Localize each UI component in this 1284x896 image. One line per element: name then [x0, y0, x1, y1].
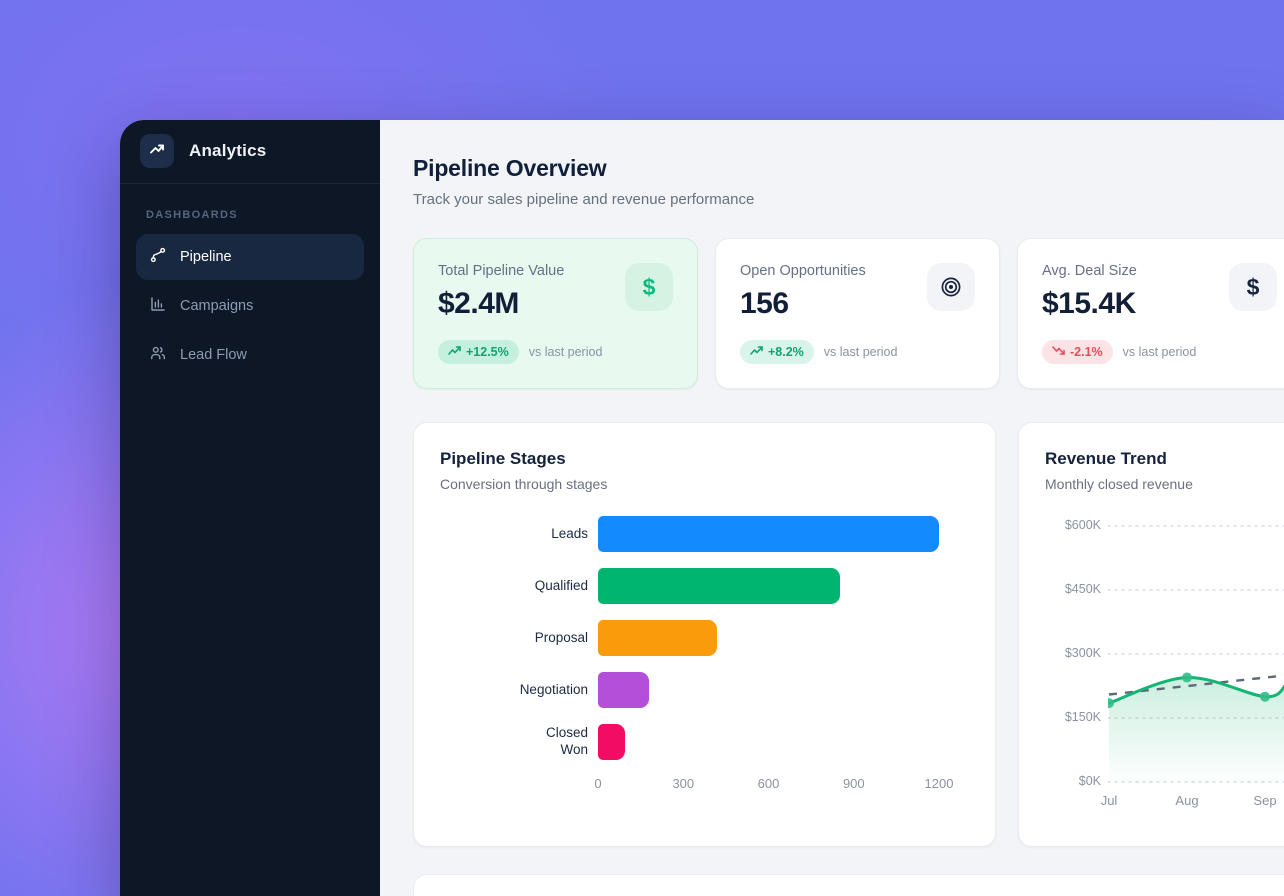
change-badge: +8.2% [740, 340, 814, 364]
y-axis-tick: $600K [1064, 518, 1101, 532]
bar-track [598, 672, 950, 708]
data-point [1182, 672, 1192, 683]
bar-track [598, 568, 950, 604]
sidebar-item-lead-flow[interactable]: Lead Flow [136, 332, 364, 378]
bar-row: Leads [440, 516, 969, 552]
revenue-trend-card: Revenue Trend Monthly closed revenue $60… [1018, 422, 1284, 847]
sidebar-item-campaigns[interactable]: Campaigns [136, 283, 364, 329]
bar [598, 620, 718, 656]
page-subtitle: Track your sales pipeline and revenue pe… [413, 191, 755, 208]
bar [598, 724, 625, 760]
data-point [1260, 691, 1270, 702]
y-axis-tick: $300K [1064, 646, 1101, 660]
bar-category-label: Closed Won [545, 725, 588, 757]
app-logo-row: Analytics [120, 120, 380, 184]
bottom-partial-card [413, 874, 1284, 896]
bar-row: Negotiation [440, 672, 969, 708]
revenue-line-chart: $600K $450K $300K $150K $0K Jul Aug Sep [1045, 508, 1284, 813]
bar-track [598, 516, 950, 552]
x-axis-tick: 300 [672, 776, 695, 791]
stat-card-open-opportunities: Open Opportunities 156 [715, 238, 1000, 389]
stat-label: Avg. Deal Size [1042, 263, 1137, 279]
x-axis-tick: Jul [1100, 793, 1118, 808]
stat-value: $2.4M [438, 287, 519, 320]
bar-category-label: Negotiation [519, 681, 588, 697]
sidebar-item-label: Campaigns [180, 298, 254, 314]
bar-category-label: Qualified [534, 577, 588, 593]
pipeline-bars: Leads Qualified Proposal Negotiation Closed … [440, 516, 969, 794]
sidebar-item-label: Lead Flow [180, 347, 247, 363]
bar-row: Proposal [440, 620, 969, 656]
chart-subtitle: Monthly closed revenue [1045, 476, 1193, 492]
bar-row: Qualified [440, 568, 969, 604]
y-axis-tick: $0K [1078, 774, 1101, 788]
sidebar: Analytics DASHBOARDS Pipeline [120, 120, 380, 896]
comparison-text: vs last period [823, 345, 898, 359]
route-icon [149, 246, 167, 268]
x-axis-tick: Aug [1175, 793, 1199, 808]
line-plot [1104, 508, 1284, 795]
change-badge: -2.1% [1042, 340, 1113, 364]
x-axis-tick: 1200 [924, 776, 954, 791]
trending-down-icon [1052, 345, 1065, 359]
sidebar-item-pipeline[interactable]: Pipeline [136, 234, 364, 280]
chart-title: Pipeline Stages [440, 449, 566, 468]
x-axis-tick: Sep [1253, 793, 1277, 808]
bar [598, 672, 650, 708]
trending-up-icon [448, 345, 461, 359]
stat-value: $15.4K [1042, 287, 1136, 320]
stat-cards-row: Total Pipeline Value $2.4M $ +12.5% vs l… [413, 238, 1284, 389]
stat-value: 156 [740, 287, 789, 320]
y-axis-tick: $450K [1064, 582, 1101, 596]
bar-x-axis: 0 300 600 900 1200 [594, 776, 953, 794]
stat-label: Open Opportunities [740, 263, 866, 279]
comparison-text: vs last period [528, 345, 603, 359]
bar-chart-icon [149, 295, 167, 317]
target-icon [927, 263, 975, 311]
app-window: Analytics DASHBOARDS Pipeline [120, 120, 1284, 896]
bar-category-label: Leads [551, 525, 588, 541]
trending-up-icon [148, 140, 166, 163]
dollar-icon: $ [1229, 263, 1277, 311]
charts-row: Pipeline Stages Conversion through stage… [413, 422, 1284, 847]
bar [598, 516, 939, 552]
analytics-logo [140, 134, 174, 168]
change-badge: +12.5% [438, 340, 519, 364]
trending-up-icon [750, 345, 763, 359]
dollar-icon: $ [625, 263, 673, 311]
y-axis-tick: $150K [1064, 710, 1101, 724]
bar-track [598, 620, 950, 656]
users-icon [149, 344, 167, 366]
x-axis-tick: 900 [842, 776, 865, 791]
bar-row: Closed Won [440, 724, 969, 760]
bar-track [598, 724, 950, 760]
chart-subtitle: Conversion through stages [440, 476, 608, 492]
bar [598, 568, 840, 604]
comparison-text: vs last period [1122, 345, 1197, 359]
page-title: Pipeline Overview [413, 155, 607, 181]
app-name: Analytics [189, 141, 267, 160]
stat-label: Total Pipeline Value [438, 263, 565, 279]
chart-title: Revenue Trend [1045, 449, 1167, 468]
pipeline-stages-card: Pipeline Stages Conversion through stage… [413, 422, 996, 847]
x-axis-tick: 600 [757, 776, 780, 791]
main-content: Pipeline Overview Track your sales pipel… [380, 120, 1284, 896]
bar-category-label: Proposal [534, 629, 588, 645]
stat-card-avg-deal-size: Avg. Deal Size $15.4K $ -2.1% vs last pe… [1017, 238, 1284, 389]
stat-card-total-pipeline-value: Total Pipeline Value $2.4M $ +12.5% vs l… [413, 238, 698, 389]
sidebar-section-label: DASHBOARDS [146, 209, 238, 221]
x-axis-tick: 0 [594, 776, 602, 791]
sidebar-item-label: Pipeline [180, 249, 232, 265]
